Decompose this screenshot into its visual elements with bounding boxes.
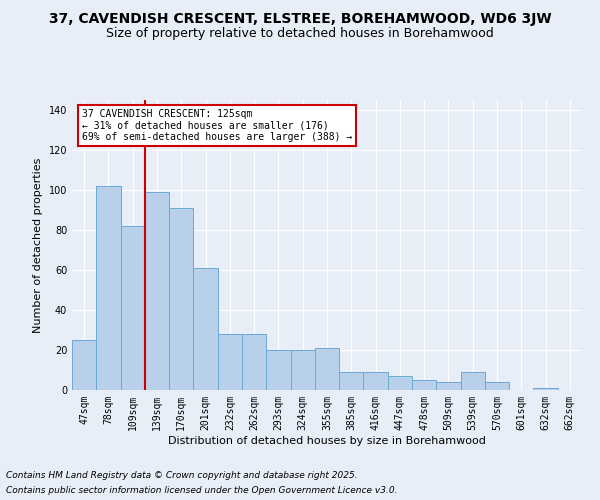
- Text: Size of property relative to detached houses in Borehamwood: Size of property relative to detached ho…: [106, 28, 494, 40]
- Bar: [315, 348, 339, 390]
- Text: 37 CAVENDISH CRESCENT: 125sqm
← 31% of detached houses are smaller (176)
69% of : 37 CAVENDISH CRESCENT: 125sqm ← 31% of d…: [82, 108, 352, 142]
- Bar: [461, 372, 485, 390]
- X-axis label: Distribution of detached houses by size in Borehamwood: Distribution of detached houses by size …: [168, 436, 486, 446]
- Y-axis label: Number of detached properties: Number of detached properties: [33, 158, 43, 332]
- Bar: [412, 380, 436, 390]
- Bar: [388, 376, 412, 390]
- Text: Contains HM Land Registry data © Crown copyright and database right 2025.: Contains HM Land Registry data © Crown c…: [6, 471, 358, 480]
- Bar: [96, 186, 121, 390]
- Bar: [145, 192, 169, 390]
- Text: 37, CAVENDISH CRESCENT, ELSTREE, BOREHAMWOOD, WD6 3JW: 37, CAVENDISH CRESCENT, ELSTREE, BOREHAM…: [49, 12, 551, 26]
- Bar: [485, 382, 509, 390]
- Bar: [290, 350, 315, 390]
- Bar: [533, 388, 558, 390]
- Bar: [193, 268, 218, 390]
- Bar: [242, 334, 266, 390]
- Bar: [121, 226, 145, 390]
- Bar: [218, 334, 242, 390]
- Bar: [339, 372, 364, 390]
- Bar: [72, 340, 96, 390]
- Bar: [436, 382, 461, 390]
- Text: Contains public sector information licensed under the Open Government Licence v3: Contains public sector information licen…: [6, 486, 398, 495]
- Bar: [266, 350, 290, 390]
- Bar: [169, 208, 193, 390]
- Bar: [364, 372, 388, 390]
